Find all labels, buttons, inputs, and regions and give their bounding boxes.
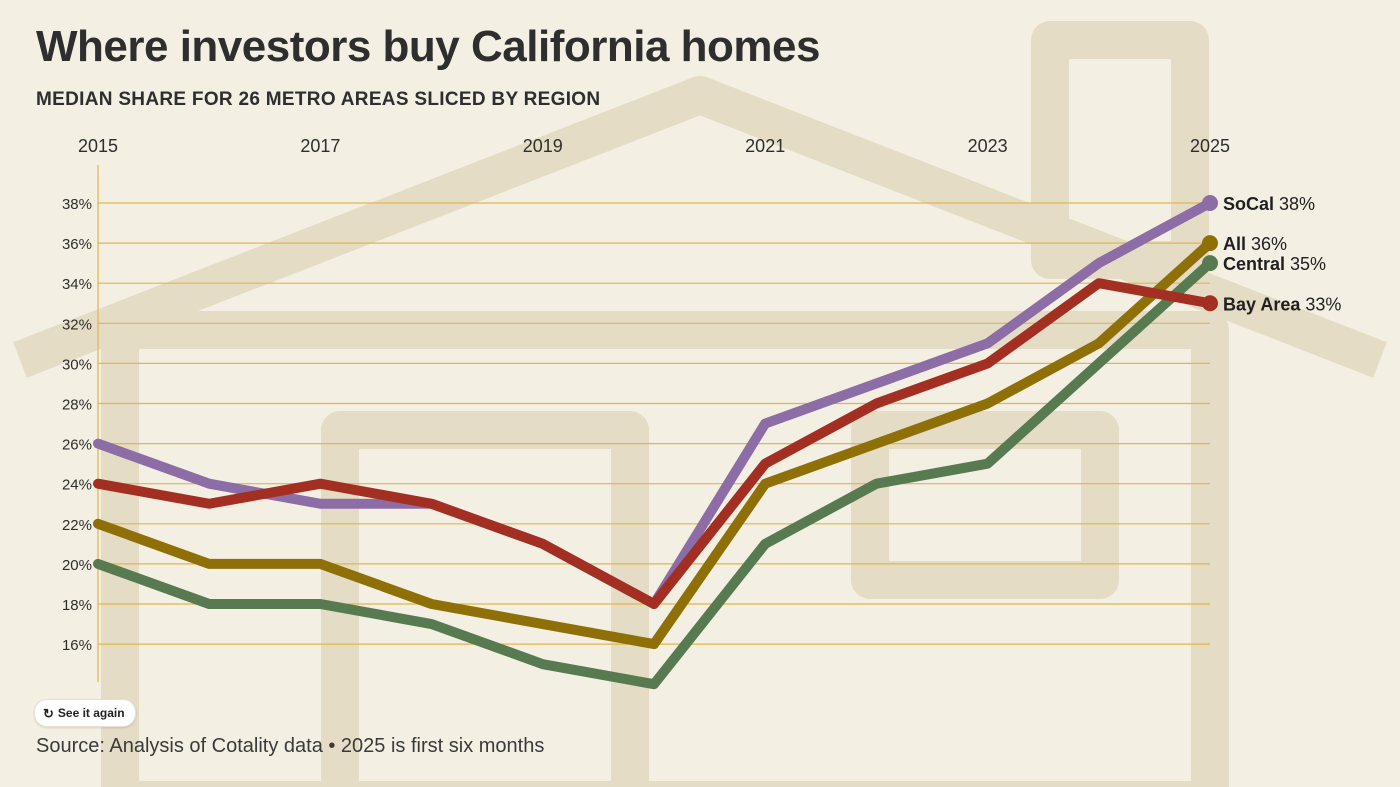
- series-end-value: 38%: [1279, 194, 1315, 214]
- series-name: All: [1223, 234, 1246, 254]
- y-tick-label: 22%: [62, 517, 92, 534]
- chart-title: Where investors buy California homes: [36, 22, 820, 71]
- series-line-all: [93, 238, 1215, 650]
- series-end-label: Central 35%: [1223, 254, 1326, 274]
- series-name: SoCal: [1223, 194, 1274, 214]
- series-end-dot: [1202, 255, 1218, 272]
- series-end-dot: [1202, 295, 1218, 312]
- series-end-dot: [1202, 235, 1218, 252]
- y-tick-label: 24%: [62, 477, 92, 494]
- series-end-dot: [1202, 195, 1218, 211]
- x-tick-label: 2019: [523, 136, 563, 156]
- series-end-label: All 36%: [1223, 234, 1287, 254]
- x-tick-label: 2017: [300, 136, 340, 156]
- y-tick-label: 26%: [62, 437, 92, 454]
- see-it-again-button[interactable]: ↻ See it again: [34, 699, 136, 727]
- series-end-label: SoCal 38%: [1223, 194, 1315, 214]
- source-note: Source: Analysis of Cotality data • 2025…: [36, 735, 545, 757]
- y-tick-label: 28%: [62, 397, 92, 414]
- replay-icon: ↻: [43, 705, 54, 721]
- y-tick-label: 16%: [62, 637, 92, 654]
- y-tick-label: 32%: [62, 316, 92, 333]
- y-tick-label: 30%: [62, 356, 92, 373]
- x-tick-label: 2023: [968, 136, 1008, 156]
- x-tick-label: 2015: [78, 136, 118, 156]
- series-end-value: 35%: [1290, 254, 1326, 274]
- x-tick-label: 2021: [745, 136, 785, 156]
- series-end-label: Bay Area 33%: [1223, 294, 1341, 314]
- y-tick-label: 36%: [62, 236, 92, 253]
- y-tick-label: 38%: [62, 196, 92, 213]
- series-line-bay-area: [93, 278, 1215, 609]
- series-end-value: 36%: [1251, 234, 1287, 254]
- chart-subtitle: MEDIAN SHARE FOR 26 METRO AREAS SLICED B…: [36, 89, 601, 110]
- y-tick-label: 34%: [62, 276, 92, 293]
- series-end-value: 33%: [1305, 294, 1341, 314]
- series-name: Central: [1223, 254, 1285, 274]
- series-line-central: [93, 258, 1215, 690]
- x-tick-label: 2025: [1190, 136, 1230, 156]
- y-tick-label: 20%: [62, 557, 92, 574]
- see-it-again-label: See it again: [57, 706, 125, 720]
- series-name: Bay Area: [1223, 294, 1301, 314]
- y-tick-label: 18%: [62, 597, 92, 614]
